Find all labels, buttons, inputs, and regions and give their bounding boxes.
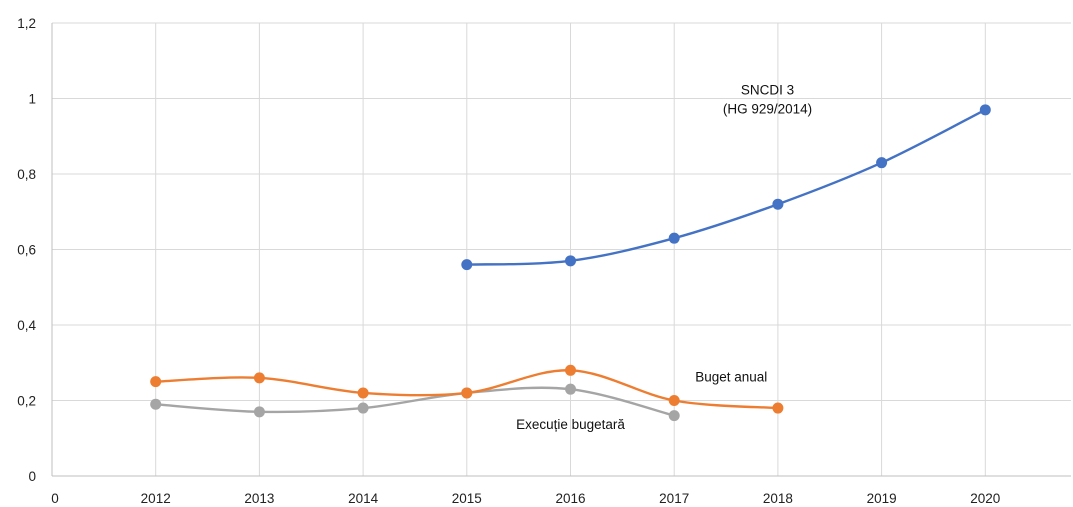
data-point-sncdi <box>565 255 576 267</box>
series-label-sncdi: (HG 929/2014) <box>723 102 812 117</box>
data-point-executie <box>357 402 369 414</box>
data-point-sncdi <box>461 259 473 271</box>
data-point-buget <box>772 402 784 414</box>
y-tick-label: 0,8 <box>17 167 36 182</box>
data-point-sncdi <box>979 104 991 116</box>
y-tick-label: 1,2 <box>17 16 36 31</box>
grid <box>52 22 1071 476</box>
x-tick-label: 2013 <box>244 491 274 506</box>
data-point-executie <box>253 406 265 418</box>
series-label-sncdi: SNCDI 3 <box>741 83 794 98</box>
y-tick-label: 0,4 <box>17 318 36 333</box>
x-tick-label: 2012 <box>141 491 171 506</box>
y-tick-label: 0,2 <box>17 394 36 409</box>
data-point-buget <box>461 387 473 399</box>
data-point-sncdi <box>668 232 680 244</box>
x-tick-label: 0 <box>51 491 59 506</box>
data-point-sncdi <box>772 198 784 210</box>
series-label-buget: Buget anual <box>695 370 767 385</box>
data-point-buget <box>565 364 576 376</box>
y-tick-label: 1 <box>28 92 36 107</box>
x-tick-label: 2015 <box>452 491 482 506</box>
series-line-executie <box>154 386 676 417</box>
series-label-executie: Execuție bugetară <box>516 417 625 432</box>
data-point-buget <box>668 395 680 406</box>
labels-layer: SNCDI 3 (HG 929/2014) Buget anual Execuție … <box>516 83 812 432</box>
data-point-buget <box>253 372 265 384</box>
points-layer <box>150 104 991 422</box>
data-point-executie <box>565 383 576 395</box>
data-point-executie <box>668 410 680 422</box>
y-tick-label: 0,6 <box>17 243 36 258</box>
data-point-executie <box>150 398 162 410</box>
x-tick-label: 2020 <box>970 491 1000 506</box>
x-tick-label: 2019 <box>867 491 897 506</box>
x-tick-label: 2016 <box>555 491 585 506</box>
series-line-sncdi <box>465 108 987 266</box>
y-tick-label: 0 <box>28 469 36 484</box>
data-point-sncdi <box>876 157 888 169</box>
x-tick-label: 2014 <box>348 491 379 506</box>
x-tick-label: 2017 <box>659 491 689 506</box>
data-point-buget <box>150 376 162 388</box>
axes: 0 0,2 0,4 0,6 0,8 1 1,2 0 2012 2013 2014 2015 2016 20… <box>17 16 1071 506</box>
data-point-buget <box>357 387 369 399</box>
x-tick-label: 2018 <box>763 491 793 506</box>
